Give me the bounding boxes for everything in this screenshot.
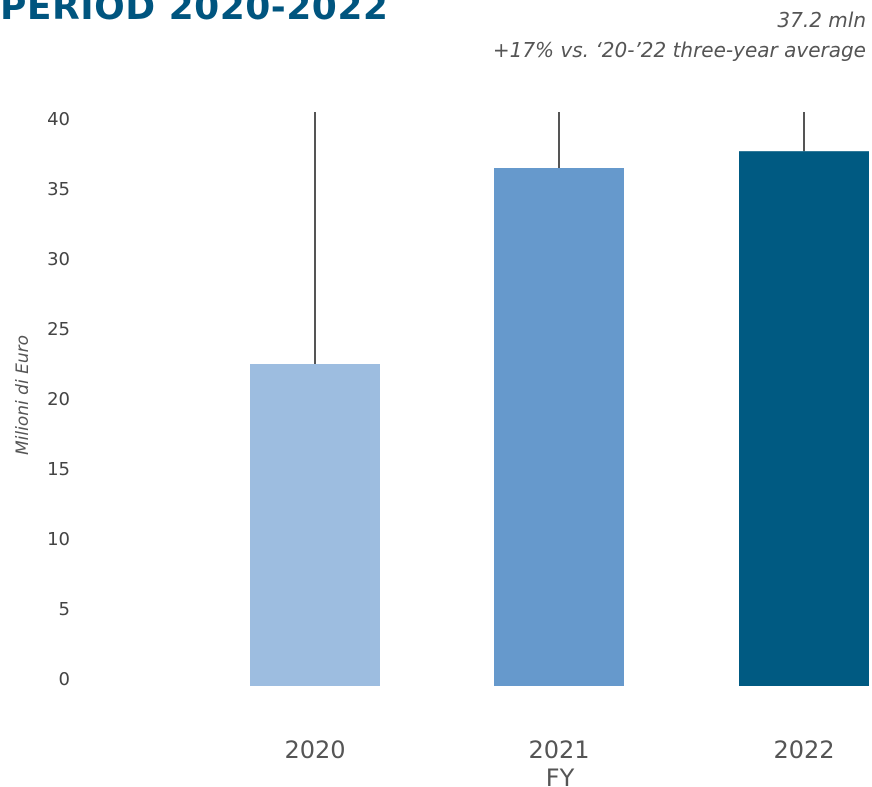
x-axis-label: FY [546, 764, 575, 787]
bar-2020 [250, 364, 380, 686]
y-tick-label: 25 [47, 319, 70, 340]
x-tick-label-2021: 2021 [528, 736, 589, 764]
bars [250, 112, 869, 686]
y-tick-label: 10 [47, 529, 70, 550]
highlight-value: 37.2 mln [777, 8, 866, 32]
y-tick-label: 15 [47, 459, 70, 480]
x-axis-ticks: 2020 2021 2022 [284, 736, 834, 764]
y-tick-label: 35 [47, 179, 70, 200]
bar-2022 [739, 151, 869, 686]
bar-2021 [494, 168, 624, 686]
y-axis-label: Milioni di Euro [13, 335, 33, 455]
chart-title: PERIOD 2020-2022 [0, 0, 389, 28]
y-tick-label: 5 [59, 599, 70, 620]
y-tick-label: 20 [47, 389, 70, 410]
comparison-note: +17% vs. ‘20-’22 three-year average [492, 38, 866, 62]
x-tick-label-2022: 2022 [773, 736, 834, 764]
y-tick-label: 0 [59, 669, 70, 690]
y-tick-label: 40 [47, 109, 70, 130]
y-axis-ticks: 0 5 10 15 20 25 30 35 40 [47, 109, 70, 690]
x-tick-label-2020: 2020 [284, 736, 345, 764]
y-tick-label: 30 [47, 249, 70, 270]
